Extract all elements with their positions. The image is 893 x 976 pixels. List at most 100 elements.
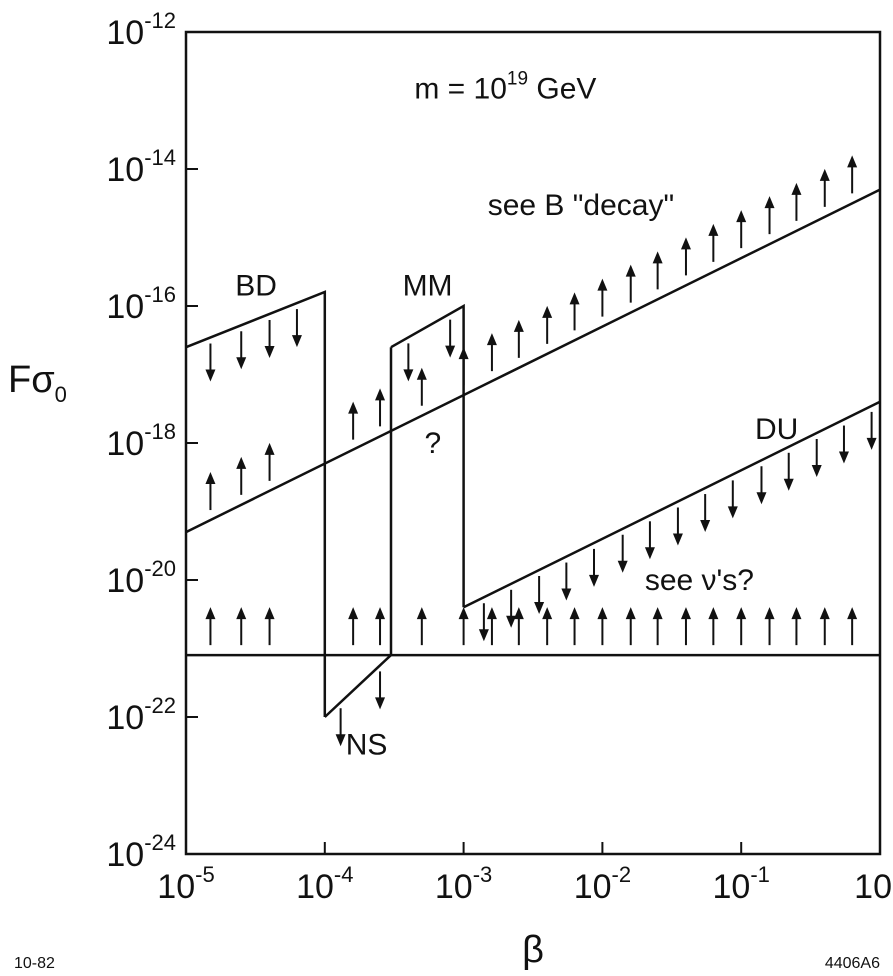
arrow-up	[791, 182, 802, 221]
annotations-group: m = 1019 GeV see B "decay" BD MM DU? NS see ν'…	[235, 68, 798, 761]
arrow-up	[486, 607, 497, 646]
arrow-down	[291, 309, 302, 348]
x-tick-label: 10-5	[157, 862, 214, 906]
annotation-label: see ν's?	[645, 564, 754, 597]
arrow-up	[736, 210, 747, 249]
arrow-up	[847, 607, 858, 646]
footer-right-code: 4406A6	[825, 955, 880, 972]
arrow-up	[542, 305, 553, 344]
arrow-down	[866, 411, 877, 450]
arrow-up	[236, 456, 247, 495]
arrow-down	[589, 548, 600, 587]
arrow-up	[569, 292, 580, 331]
arrow-up	[205, 472, 216, 511]
series-line	[185, 188, 881, 534]
y-tick-label: 10-18	[106, 419, 176, 463]
arrow-up	[764, 196, 775, 235]
arrow-up	[708, 223, 719, 262]
arrow-up	[458, 607, 469, 646]
y-tick-label: 10-20	[106, 556, 176, 600]
series-line	[323, 347, 393, 718]
y-tick-label: 10-12	[106, 8, 176, 52]
arrow-up	[652, 251, 663, 290]
arrow-up	[416, 607, 427, 646]
x-tick-label: 10-4	[296, 862, 353, 906]
arrow-down	[700, 494, 711, 533]
arrow-down	[838, 425, 849, 464]
arrow-down	[375, 671, 386, 710]
arrow-down	[236, 331, 247, 370]
annotation-label: see B "decay"	[488, 189, 674, 222]
arrow-up	[597, 278, 608, 317]
arrow-down	[644, 521, 655, 560]
arrow-down	[205, 343, 216, 382]
x-tick-label: 10-2	[574, 862, 631, 906]
arrow-up	[348, 607, 359, 646]
arrow-up	[569, 607, 580, 646]
arrow-down	[478, 603, 489, 642]
arrow-up	[375, 388, 386, 427]
annotation-label: ?	[424, 427, 441, 460]
arrow-up	[375, 607, 386, 646]
y-axis-ticks: 10-12 10-14 10-16 10-18 10-20 10-22 10-24	[106, 8, 198, 874]
arrow-up	[708, 607, 719, 646]
arrow-up	[264, 442, 275, 481]
arrow-down	[335, 708, 346, 747]
series-line	[463, 400, 881, 609]
arrow-up	[625, 607, 636, 646]
arrow-up	[736, 607, 747, 646]
annotation-label: BD	[235, 269, 277, 302]
annotation-label: m = 1019 GeV	[414, 68, 596, 105]
annotation-label: MM	[403, 269, 453, 302]
arrow-down	[403, 343, 414, 382]
y-axis-title-sub: 0	[55, 382, 67, 407]
arrow-down	[783, 452, 794, 491]
series-line	[390, 303, 465, 608]
arrow-up	[458, 347, 469, 386]
arrow-up	[764, 607, 775, 646]
arrow-up	[236, 607, 247, 646]
arrow-up	[819, 607, 830, 646]
arrow-down	[727, 480, 738, 519]
annotation-label: DU	[755, 413, 798, 446]
annotation-label: NS	[346, 728, 388, 761]
y-axis-title-main: Fσ	[8, 359, 55, 401]
arrow-up	[652, 607, 663, 646]
arrow-up	[205, 607, 216, 646]
arrow-down	[811, 438, 822, 477]
arrow-down	[445, 319, 456, 358]
arrow-down	[672, 507, 683, 546]
series-line	[185, 290, 327, 717]
x-axis-ticks: 10-5 10-4 10-3 10-2 10-1 10	[157, 842, 892, 906]
arrow-down	[506, 589, 517, 628]
arrow-up	[625, 264, 636, 303]
arrow-up	[680, 237, 691, 276]
x-tick-label: 10-1	[713, 862, 770, 906]
x-tick-label: 10-3	[435, 862, 492, 906]
series-group	[185, 155, 881, 747]
arrow-down	[534, 575, 545, 614]
arrow-up	[680, 607, 691, 646]
arrow-up	[264, 607, 275, 646]
arrow-up	[791, 607, 802, 646]
y-axis-title: Fσ0	[8, 359, 67, 407]
arrow-up	[348, 401, 359, 440]
arrow-up	[513, 607, 524, 646]
y-tick-label: 10-14	[106, 145, 176, 189]
arrow-down	[561, 562, 572, 601]
y-tick-label: 10-24	[106, 830, 176, 874]
x-tick-label: 10	[854, 868, 892, 906]
footer-left-code: 10-82	[14, 955, 55, 972]
arrow-down	[756, 466, 767, 505]
arrow-up	[486, 333, 497, 372]
arrow-up	[513, 319, 524, 358]
arrow-up	[597, 607, 608, 646]
x-axis-title: β	[522, 929, 544, 971]
arrow-up	[542, 607, 553, 646]
y-tick-label: 10-16	[106, 282, 176, 326]
arrow-up	[416, 367, 427, 406]
arrow-down	[264, 319, 275, 358]
y-tick-label: 10-22	[106, 693, 176, 737]
arrow-down	[617, 534, 628, 573]
